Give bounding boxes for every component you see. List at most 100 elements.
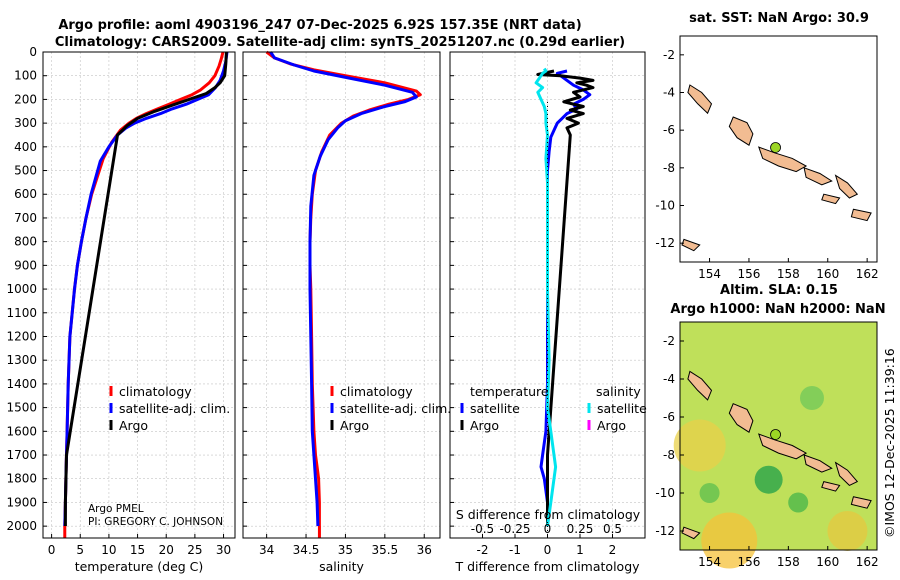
depth-tick-label: 1100	[6, 306, 37, 320]
map-frame	[679, 321, 878, 551]
depth-tick-label: 2000	[6, 519, 37, 533]
salinity-diff-tick-label: -0.25	[499, 522, 530, 536]
x-tick-label: 15	[130, 543, 145, 557]
argo-group-note: Argo PMEL	[88, 503, 144, 515]
x-axis-label: T difference from climatology	[454, 559, 640, 574]
series-line-salinity-satellite	[534, 67, 558, 527]
lat-tick-label: -4	[663, 372, 675, 386]
x-tick-label: 0	[544, 543, 552, 557]
depth-tick-label: 500	[14, 164, 37, 178]
salinity-diff-tick-label: 0	[544, 522, 552, 536]
lon-tick-label: 158	[777, 555, 800, 569]
island	[803, 167, 833, 186]
depth-tick-label: 1800	[6, 472, 37, 486]
lon-tick-label: 160	[816, 267, 839, 281]
sla-anomaly-patch	[799, 386, 824, 410]
legend-entry: Argo	[597, 418, 626, 433]
x-tick-label: 2	[609, 543, 617, 557]
plot-frame	[449, 51, 646, 539]
salinity-diff-tick-label: 0.25	[567, 522, 594, 536]
depth-tick-label: 800	[14, 235, 37, 249]
series-line-satellite-adj-clim-	[63, 51, 229, 527]
island	[687, 370, 713, 401]
x-tick-label: 34	[259, 543, 274, 557]
x-axis-label: temperature (deg C)	[75, 559, 204, 574]
depth-tick-label: 1700	[6, 448, 37, 462]
legend-header-salinity: salinity	[596, 384, 641, 399]
sla-anomaly-patch	[701, 512, 758, 569]
depth-tick-label: 1200	[6, 329, 37, 343]
difference-panel: -2 -1 0 1 2 T difference from climatology -0.5…	[449, 51, 647, 574]
sla-map-subtitle: Argo h1000: NaN h2000: NaN	[670, 302, 885, 317]
depth-tick-label: 0	[29, 45, 37, 59]
lon-tick-label: 160	[816, 555, 839, 569]
legend-entry: satellite-adj. clim.	[119, 401, 230, 416]
lon-tick-label: 156	[737, 555, 760, 569]
depth-tick-label: 400	[14, 140, 37, 154]
lat-tick-label: -4	[663, 86, 675, 100]
lon-tick-label: 162	[856, 555, 879, 569]
imos-stamp: ©IMOS 12-Dec-2025 11:39:16	[882, 348, 897, 538]
plot-frame	[42, 51, 236, 539]
x-axis-label: salinity	[319, 559, 364, 574]
x-tick-label: 10	[101, 543, 116, 557]
pi-note: PI: GREGORY C. JOHNSON	[88, 516, 223, 528]
legend-entry: satellite-adj. clim.	[340, 401, 451, 416]
sla-anomaly-patch	[754, 465, 783, 494]
lat-tick-label: -12	[655, 236, 675, 250]
island	[728, 403, 754, 433]
lat-tick-label: -10	[655, 199, 675, 213]
lat-tick-label: -8	[663, 448, 675, 462]
lat-tick-label: -2	[663, 334, 675, 348]
sla-map-panel: 154 156 158 160 162 -2 -4 -6 -8 -10 -12 Altim. SLA:…	[655, 283, 885, 569]
lat-tick-label: -2	[663, 48, 675, 62]
x-tick-label: 0	[48, 543, 56, 557]
sla-map-title: Altim. SLA: 0.15	[720, 283, 838, 298]
island	[821, 481, 841, 492]
legend-entry: satellite	[470, 401, 520, 416]
lon-tick-label: 162	[856, 267, 879, 281]
lat-tick-label: -12	[655, 524, 675, 538]
island	[850, 208, 872, 222]
lat-tick-label: -6	[663, 410, 675, 424]
x-tick-label: 5	[76, 543, 84, 557]
lat-tick-label: -6	[663, 123, 675, 137]
depth-tick-label: 1400	[6, 377, 37, 391]
x-tick-label: 25	[187, 543, 202, 557]
island	[757, 433, 808, 460]
sst-map-panel: 154 156 158 160 162 -2 -4 -6 -8 -10 -12 sat. SST: N…	[655, 11, 878, 281]
float-position-marker	[770, 429, 781, 440]
map-frame	[679, 35, 878, 263]
depth-tick-label: 1300	[6, 353, 37, 367]
lon-tick-label: 158	[777, 267, 800, 281]
sla-anomaly-patch	[827, 511, 868, 551]
lon-tick-label: 154	[698, 267, 721, 281]
x-tick-label: 36	[417, 543, 432, 557]
float-position-marker	[770, 142, 781, 153]
legend-entry: satellite	[597, 401, 647, 416]
depth-tick-label: 900	[14, 258, 37, 272]
island	[757, 146, 808, 173]
lat-tick-label: -10	[655, 486, 675, 500]
sst-map-title: sat. SST: NaN Argo: 30.9	[689, 11, 869, 26]
series-line-satellite-adj-clim-	[269, 51, 418, 527]
legend-entry: climatology	[340, 384, 413, 399]
depth-tick-label: 1500	[6, 401, 37, 415]
island	[834, 174, 859, 199]
x-tick-label: 1	[576, 543, 584, 557]
lat-tick-label: -8	[663, 161, 675, 175]
depth-tick-label: 1600	[6, 424, 37, 438]
depth-tick-label: 600	[14, 187, 37, 201]
title-line-1: Argo profile: aoml 4903196_247 07-Dec-20…	[58, 18, 581, 33]
sla-anomaly-patch	[673, 419, 726, 472]
depth-tick-label: 200	[14, 92, 37, 106]
depth-tick-label: 300	[14, 116, 37, 130]
temperature-panel: 0100200300400500600700800900100011001200…	[6, 45, 236, 574]
salinity-diff-axis-label: S difference from climatology	[456, 507, 641, 522]
x-tick-label: 34.5	[293, 543, 320, 557]
legend-entry: Argo	[340, 418, 369, 433]
depth-tick-label: 100	[14, 69, 37, 83]
island	[687, 84, 713, 115]
x-tick-label: 35	[338, 543, 353, 557]
sla-anomaly-patch	[699, 483, 720, 503]
